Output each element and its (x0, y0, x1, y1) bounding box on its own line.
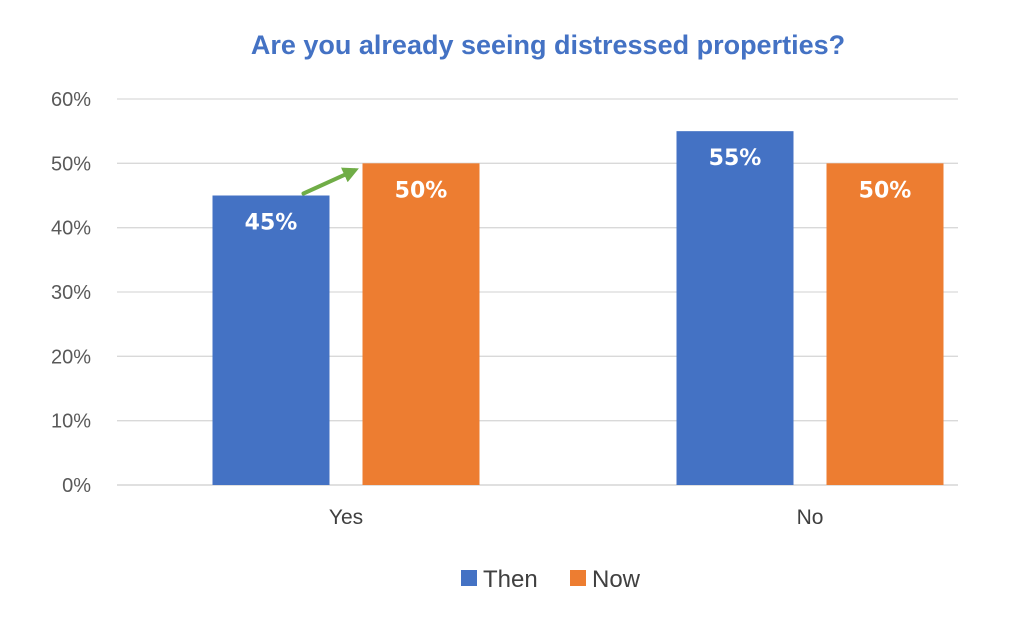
chart-title: Are you already seeing distressed proper… (251, 30, 845, 60)
y-tick-label: 60% (51, 89, 91, 111)
y-tick-label: 50% (51, 153, 91, 175)
data-label: 55% (709, 146, 762, 171)
y-tick-label: 20% (51, 346, 91, 368)
y-tick-label: 10% (51, 411, 91, 433)
x-axis-categories: Yes No (329, 506, 824, 529)
legend-label: Then (483, 566, 538, 593)
y-axis-ticks: 0% 10% 20% 30% 40% 50% 60% (51, 89, 91, 497)
trend-arrow (301, 167, 359, 196)
bar-now-yes (362, 163, 480, 486)
data-label: 50% (395, 178, 448, 203)
bars (212, 131, 944, 486)
annotations (301, 167, 359, 196)
data-label: 50% (859, 178, 912, 203)
data-label: 45% (245, 211, 298, 236)
legend: Then Now (461, 566, 641, 593)
bar-now-no (826, 163, 944, 486)
legend-label: Now (592, 566, 641, 593)
x-category-label: Yes (329, 506, 363, 529)
legend-swatch-then (461, 570, 477, 586)
legend-swatch-now (570, 570, 586, 586)
x-category-label: No (797, 506, 824, 529)
y-tick-label: 0% (62, 475, 91, 497)
data-labels: 45% 55% 50% 50% (245, 146, 912, 235)
bar-then-yes (212, 195, 330, 485)
y-tick-label: 30% (51, 282, 91, 304)
y-tick-label: 40% (51, 218, 91, 240)
bar-then-no (676, 131, 794, 485)
